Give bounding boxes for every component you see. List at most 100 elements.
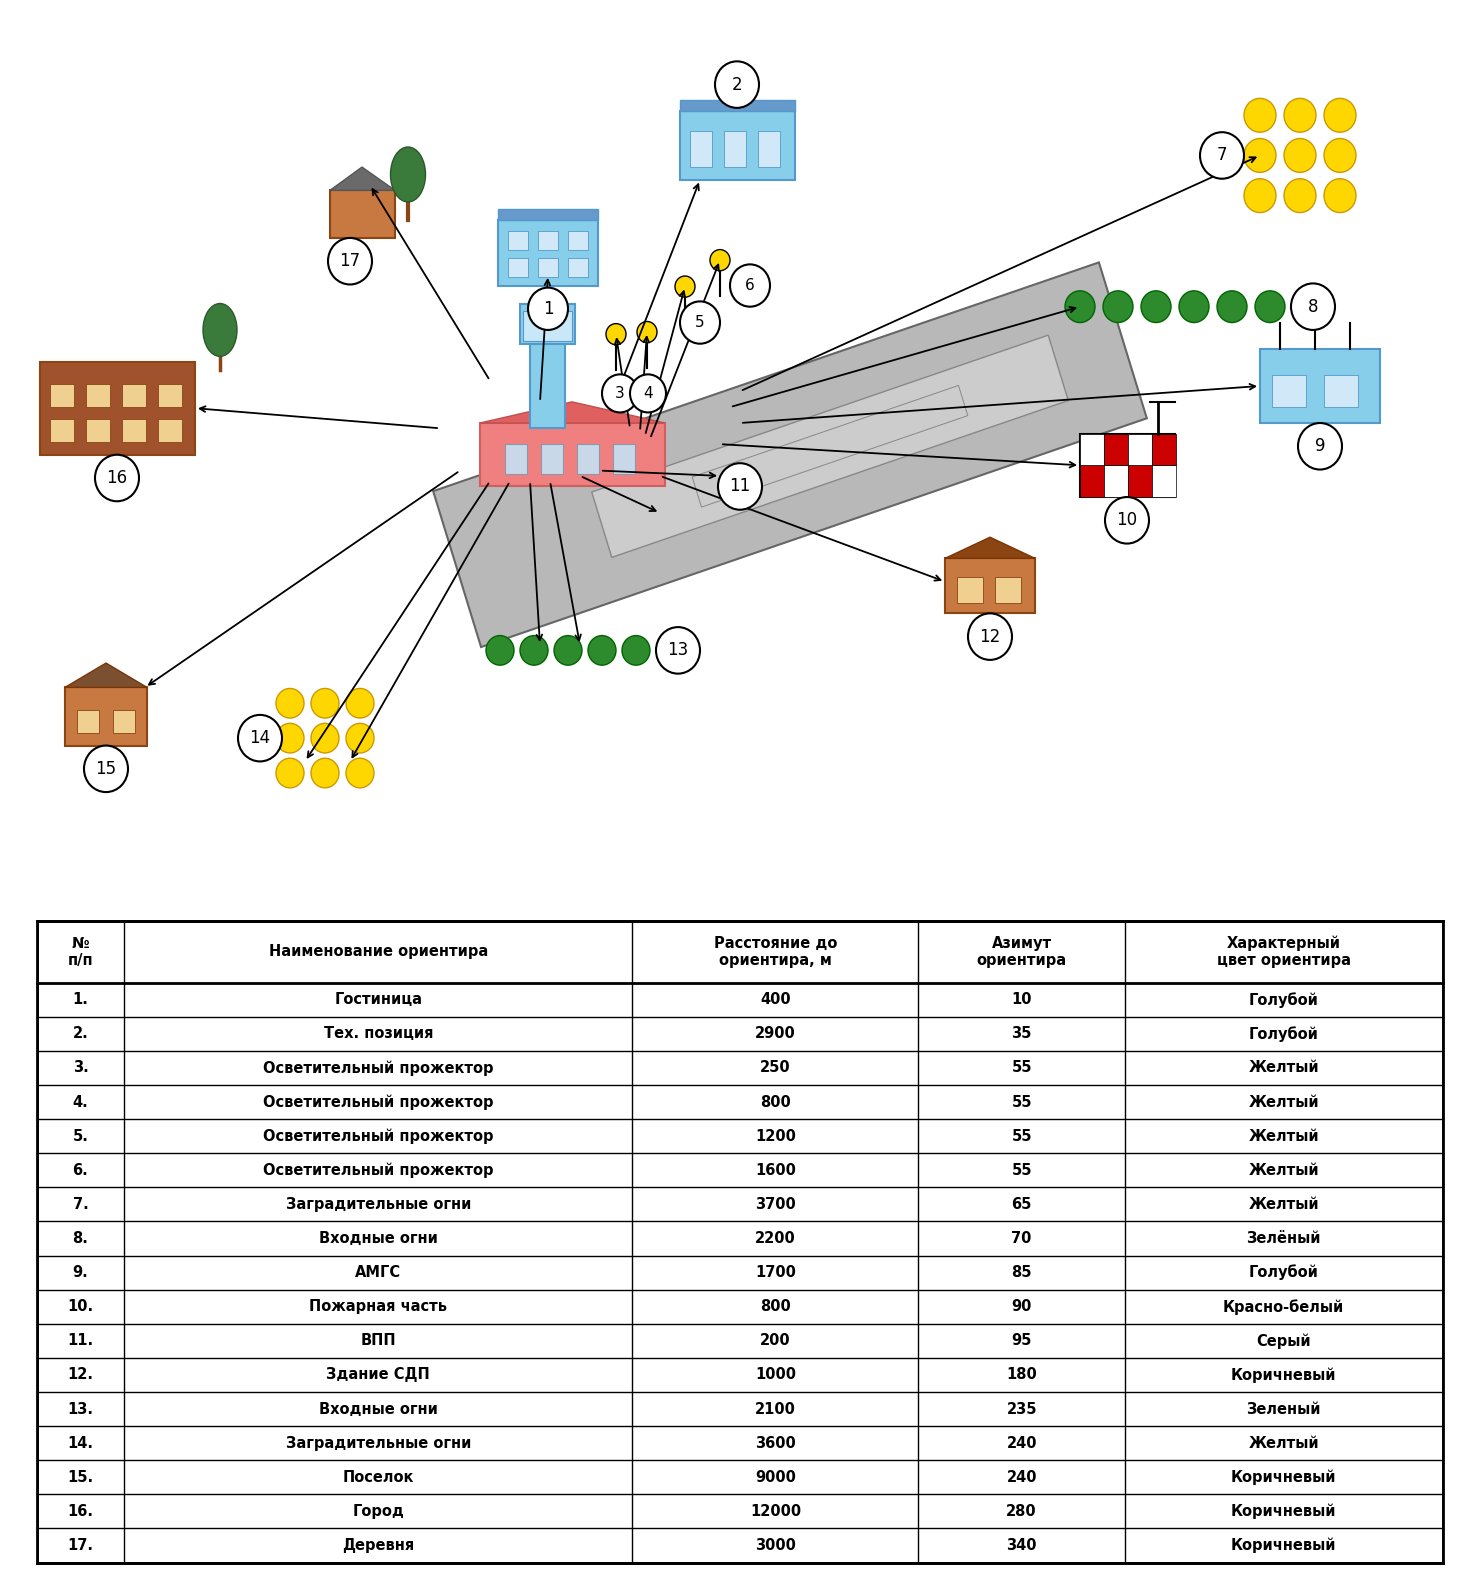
FancyBboxPatch shape: [158, 383, 183, 407]
Text: 6: 6: [745, 278, 755, 293]
FancyBboxPatch shape: [530, 339, 565, 429]
Text: 95: 95: [1011, 1333, 1032, 1348]
Circle shape: [1256, 290, 1285, 323]
Text: Коричневый: Коричневый: [1231, 1538, 1337, 1553]
Text: 3.: 3.: [72, 1060, 88, 1076]
Text: 8.: 8.: [72, 1232, 88, 1246]
FancyBboxPatch shape: [758, 131, 780, 167]
Circle shape: [710, 249, 730, 271]
Text: 800: 800: [760, 1299, 790, 1314]
FancyBboxPatch shape: [945, 558, 1035, 613]
FancyBboxPatch shape: [680, 110, 795, 180]
Text: 12: 12: [979, 628, 1001, 645]
FancyBboxPatch shape: [1104, 465, 1128, 497]
Ellipse shape: [390, 147, 425, 202]
Text: Коричневый: Коричневый: [1231, 1367, 1337, 1383]
Text: Тех. позиция: Тех. позиция: [324, 1027, 433, 1041]
Circle shape: [637, 322, 657, 342]
Text: 10.: 10.: [68, 1299, 94, 1314]
FancyBboxPatch shape: [1153, 465, 1176, 497]
Circle shape: [528, 287, 568, 330]
Polygon shape: [945, 538, 1035, 558]
Text: 17.: 17.: [68, 1538, 94, 1553]
Text: 10: 10: [1116, 511, 1138, 530]
Text: 55: 55: [1011, 1129, 1032, 1143]
Text: Голубой: Голубой: [1248, 1265, 1319, 1281]
Text: 4: 4: [643, 386, 652, 401]
Text: 2900: 2900: [755, 1027, 796, 1041]
Circle shape: [623, 636, 651, 665]
FancyBboxPatch shape: [1080, 434, 1175, 497]
Ellipse shape: [203, 303, 237, 356]
Text: 14: 14: [249, 729, 271, 747]
FancyBboxPatch shape: [65, 688, 147, 746]
Polygon shape: [330, 167, 394, 191]
FancyBboxPatch shape: [330, 191, 394, 238]
Text: 70: 70: [1011, 1232, 1032, 1246]
FancyBboxPatch shape: [520, 303, 576, 344]
Circle shape: [718, 464, 762, 509]
Text: 55: 55: [1011, 1162, 1032, 1178]
FancyBboxPatch shape: [508, 259, 528, 278]
Circle shape: [1066, 290, 1095, 323]
FancyBboxPatch shape: [957, 577, 983, 602]
Text: Характерный
цвет ориентира: Характерный цвет ориентира: [1217, 935, 1351, 968]
Text: Коричневый: Коричневый: [1231, 1503, 1337, 1519]
Text: 12000: 12000: [749, 1504, 801, 1519]
FancyBboxPatch shape: [542, 445, 562, 473]
Circle shape: [606, 323, 626, 345]
Text: 13: 13: [667, 642, 689, 659]
Text: Заградительные огни: Заградительные огни: [286, 1435, 471, 1451]
Text: 3700: 3700: [755, 1197, 796, 1211]
Text: Гостиница: Гостиница: [334, 992, 422, 1008]
Text: 15: 15: [96, 760, 116, 777]
Text: Желтый: Желтый: [1248, 1197, 1319, 1211]
Text: 180: 180: [1007, 1367, 1036, 1383]
Text: 4.: 4.: [72, 1094, 88, 1110]
FancyBboxPatch shape: [50, 383, 74, 407]
Circle shape: [630, 374, 665, 413]
Text: 16.: 16.: [68, 1504, 94, 1519]
FancyBboxPatch shape: [724, 131, 746, 167]
Text: Зеленый: Зеленый: [1247, 1402, 1320, 1416]
Text: 7: 7: [1217, 147, 1228, 164]
FancyBboxPatch shape: [122, 383, 146, 407]
Text: Желтый: Желтый: [1248, 1060, 1319, 1076]
Text: 340: 340: [1007, 1538, 1036, 1553]
Text: 250: 250: [760, 1060, 790, 1076]
FancyBboxPatch shape: [568, 259, 587, 278]
Text: 3000: 3000: [755, 1538, 796, 1553]
Circle shape: [715, 62, 760, 107]
Text: 1600: 1600: [755, 1162, 796, 1178]
Text: Заградительные огни: Заградительные огни: [286, 1197, 471, 1211]
FancyBboxPatch shape: [85, 419, 110, 442]
FancyBboxPatch shape: [50, 419, 74, 442]
Text: 13.: 13.: [68, 1402, 94, 1416]
Circle shape: [1298, 423, 1342, 470]
Circle shape: [969, 613, 1013, 659]
FancyBboxPatch shape: [77, 710, 99, 733]
Circle shape: [680, 301, 720, 344]
Circle shape: [1217, 290, 1247, 323]
Text: 11.: 11.: [68, 1333, 94, 1348]
Text: Город: Город: [352, 1504, 405, 1519]
Circle shape: [1244, 139, 1276, 172]
Text: 9: 9: [1314, 437, 1325, 456]
Text: 9.: 9.: [72, 1265, 88, 1281]
Text: 85: 85: [1011, 1265, 1032, 1281]
FancyBboxPatch shape: [508, 230, 528, 249]
FancyBboxPatch shape: [537, 259, 558, 278]
Circle shape: [311, 724, 339, 752]
Circle shape: [587, 636, 615, 665]
FancyBboxPatch shape: [568, 230, 587, 249]
Circle shape: [277, 759, 305, 788]
Circle shape: [346, 689, 374, 718]
Circle shape: [1284, 139, 1316, 172]
Text: 3600: 3600: [755, 1435, 796, 1451]
FancyBboxPatch shape: [523, 311, 573, 341]
Polygon shape: [692, 385, 967, 508]
Text: Серый: Серый: [1257, 1333, 1312, 1348]
Circle shape: [96, 454, 138, 501]
Text: Пожарная часть: Пожарная часть: [309, 1299, 447, 1314]
Text: Голубой: Голубой: [1248, 992, 1319, 1008]
